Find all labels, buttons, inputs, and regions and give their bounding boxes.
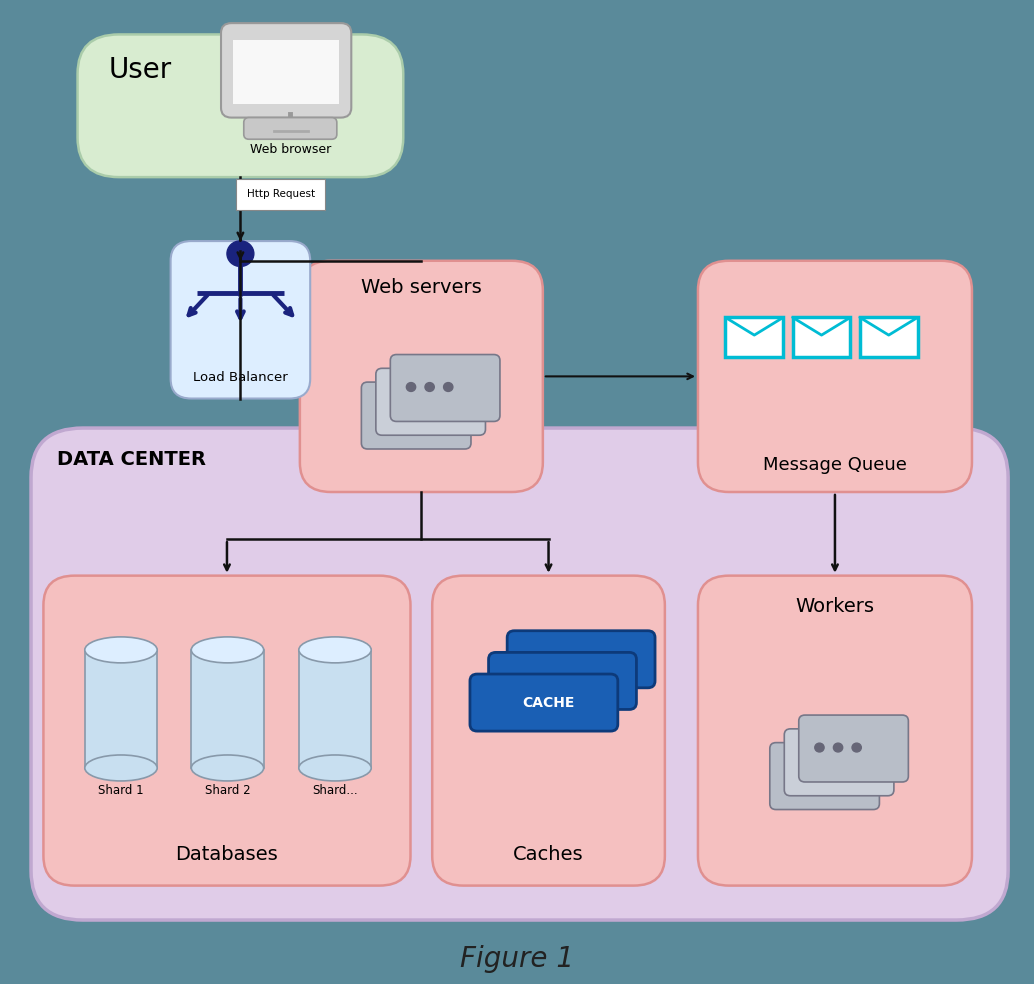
Ellipse shape	[299, 755, 371, 781]
Text: Message Queue: Message Queue	[763, 457, 907, 474]
Circle shape	[392, 397, 401, 405]
Circle shape	[377, 410, 387, 419]
Bar	[299, 649, 371, 768]
Bar	[191, 649, 264, 768]
Circle shape	[396, 410, 405, 419]
FancyBboxPatch shape	[171, 241, 310, 399]
FancyBboxPatch shape	[78, 34, 403, 177]
Text: Figure 1: Figure 1	[460, 946, 574, 973]
FancyBboxPatch shape	[799, 715, 909, 782]
FancyBboxPatch shape	[376, 368, 486, 435]
FancyBboxPatch shape	[698, 576, 972, 886]
Text: Workers: Workers	[795, 597, 875, 616]
Circle shape	[819, 757, 828, 766]
FancyBboxPatch shape	[244, 117, 337, 139]
FancyBboxPatch shape	[391, 354, 500, 421]
Text: Http Request: Http Request	[247, 189, 314, 200]
Text: Web servers: Web servers	[361, 278, 482, 297]
Ellipse shape	[85, 637, 157, 663]
FancyBboxPatch shape	[469, 674, 617, 731]
FancyBboxPatch shape	[726, 318, 784, 357]
Circle shape	[804, 770, 814, 779]
Circle shape	[838, 757, 847, 766]
Circle shape	[227, 241, 254, 267]
Text: Shard...: Shard...	[312, 783, 358, 797]
Text: Shard 1: Shard 1	[98, 783, 144, 797]
FancyBboxPatch shape	[507, 631, 656, 688]
Ellipse shape	[191, 755, 264, 781]
FancyBboxPatch shape	[769, 743, 879, 810]
Circle shape	[415, 410, 424, 419]
FancyBboxPatch shape	[234, 39, 339, 103]
Circle shape	[833, 743, 843, 752]
Bar	[85, 649, 157, 768]
Circle shape	[429, 397, 438, 405]
Circle shape	[786, 770, 795, 779]
Text: Caches: Caches	[513, 845, 584, 864]
FancyBboxPatch shape	[300, 261, 543, 492]
Circle shape	[406, 383, 416, 392]
FancyBboxPatch shape	[31, 428, 1008, 920]
Ellipse shape	[299, 637, 371, 663]
Text: Shard 2: Shard 2	[205, 783, 250, 797]
FancyBboxPatch shape	[860, 318, 918, 357]
FancyBboxPatch shape	[362, 382, 472, 449]
Circle shape	[800, 757, 810, 766]
Circle shape	[852, 743, 861, 752]
Text: DATA CENTER: DATA CENTER	[57, 450, 206, 468]
FancyBboxPatch shape	[43, 576, 410, 886]
FancyBboxPatch shape	[792, 318, 850, 357]
Text: CACHE: CACHE	[559, 652, 612, 666]
FancyBboxPatch shape	[698, 261, 972, 492]
FancyBboxPatch shape	[785, 729, 893, 796]
Circle shape	[425, 383, 434, 392]
Circle shape	[444, 383, 453, 392]
Text: User: User	[109, 56, 172, 84]
FancyBboxPatch shape	[488, 652, 636, 709]
FancyBboxPatch shape	[432, 576, 665, 886]
Circle shape	[823, 770, 832, 779]
Text: Load Balancer: Load Balancer	[193, 371, 287, 384]
Text: Databases: Databases	[176, 845, 278, 864]
Circle shape	[815, 743, 824, 752]
Ellipse shape	[85, 755, 157, 781]
Text: CACHE: CACHE	[541, 674, 594, 688]
Text: Web browser: Web browser	[249, 143, 331, 156]
Text: CACHE: CACHE	[522, 696, 575, 709]
FancyBboxPatch shape	[221, 23, 352, 117]
Circle shape	[410, 397, 420, 405]
Ellipse shape	[191, 637, 264, 663]
